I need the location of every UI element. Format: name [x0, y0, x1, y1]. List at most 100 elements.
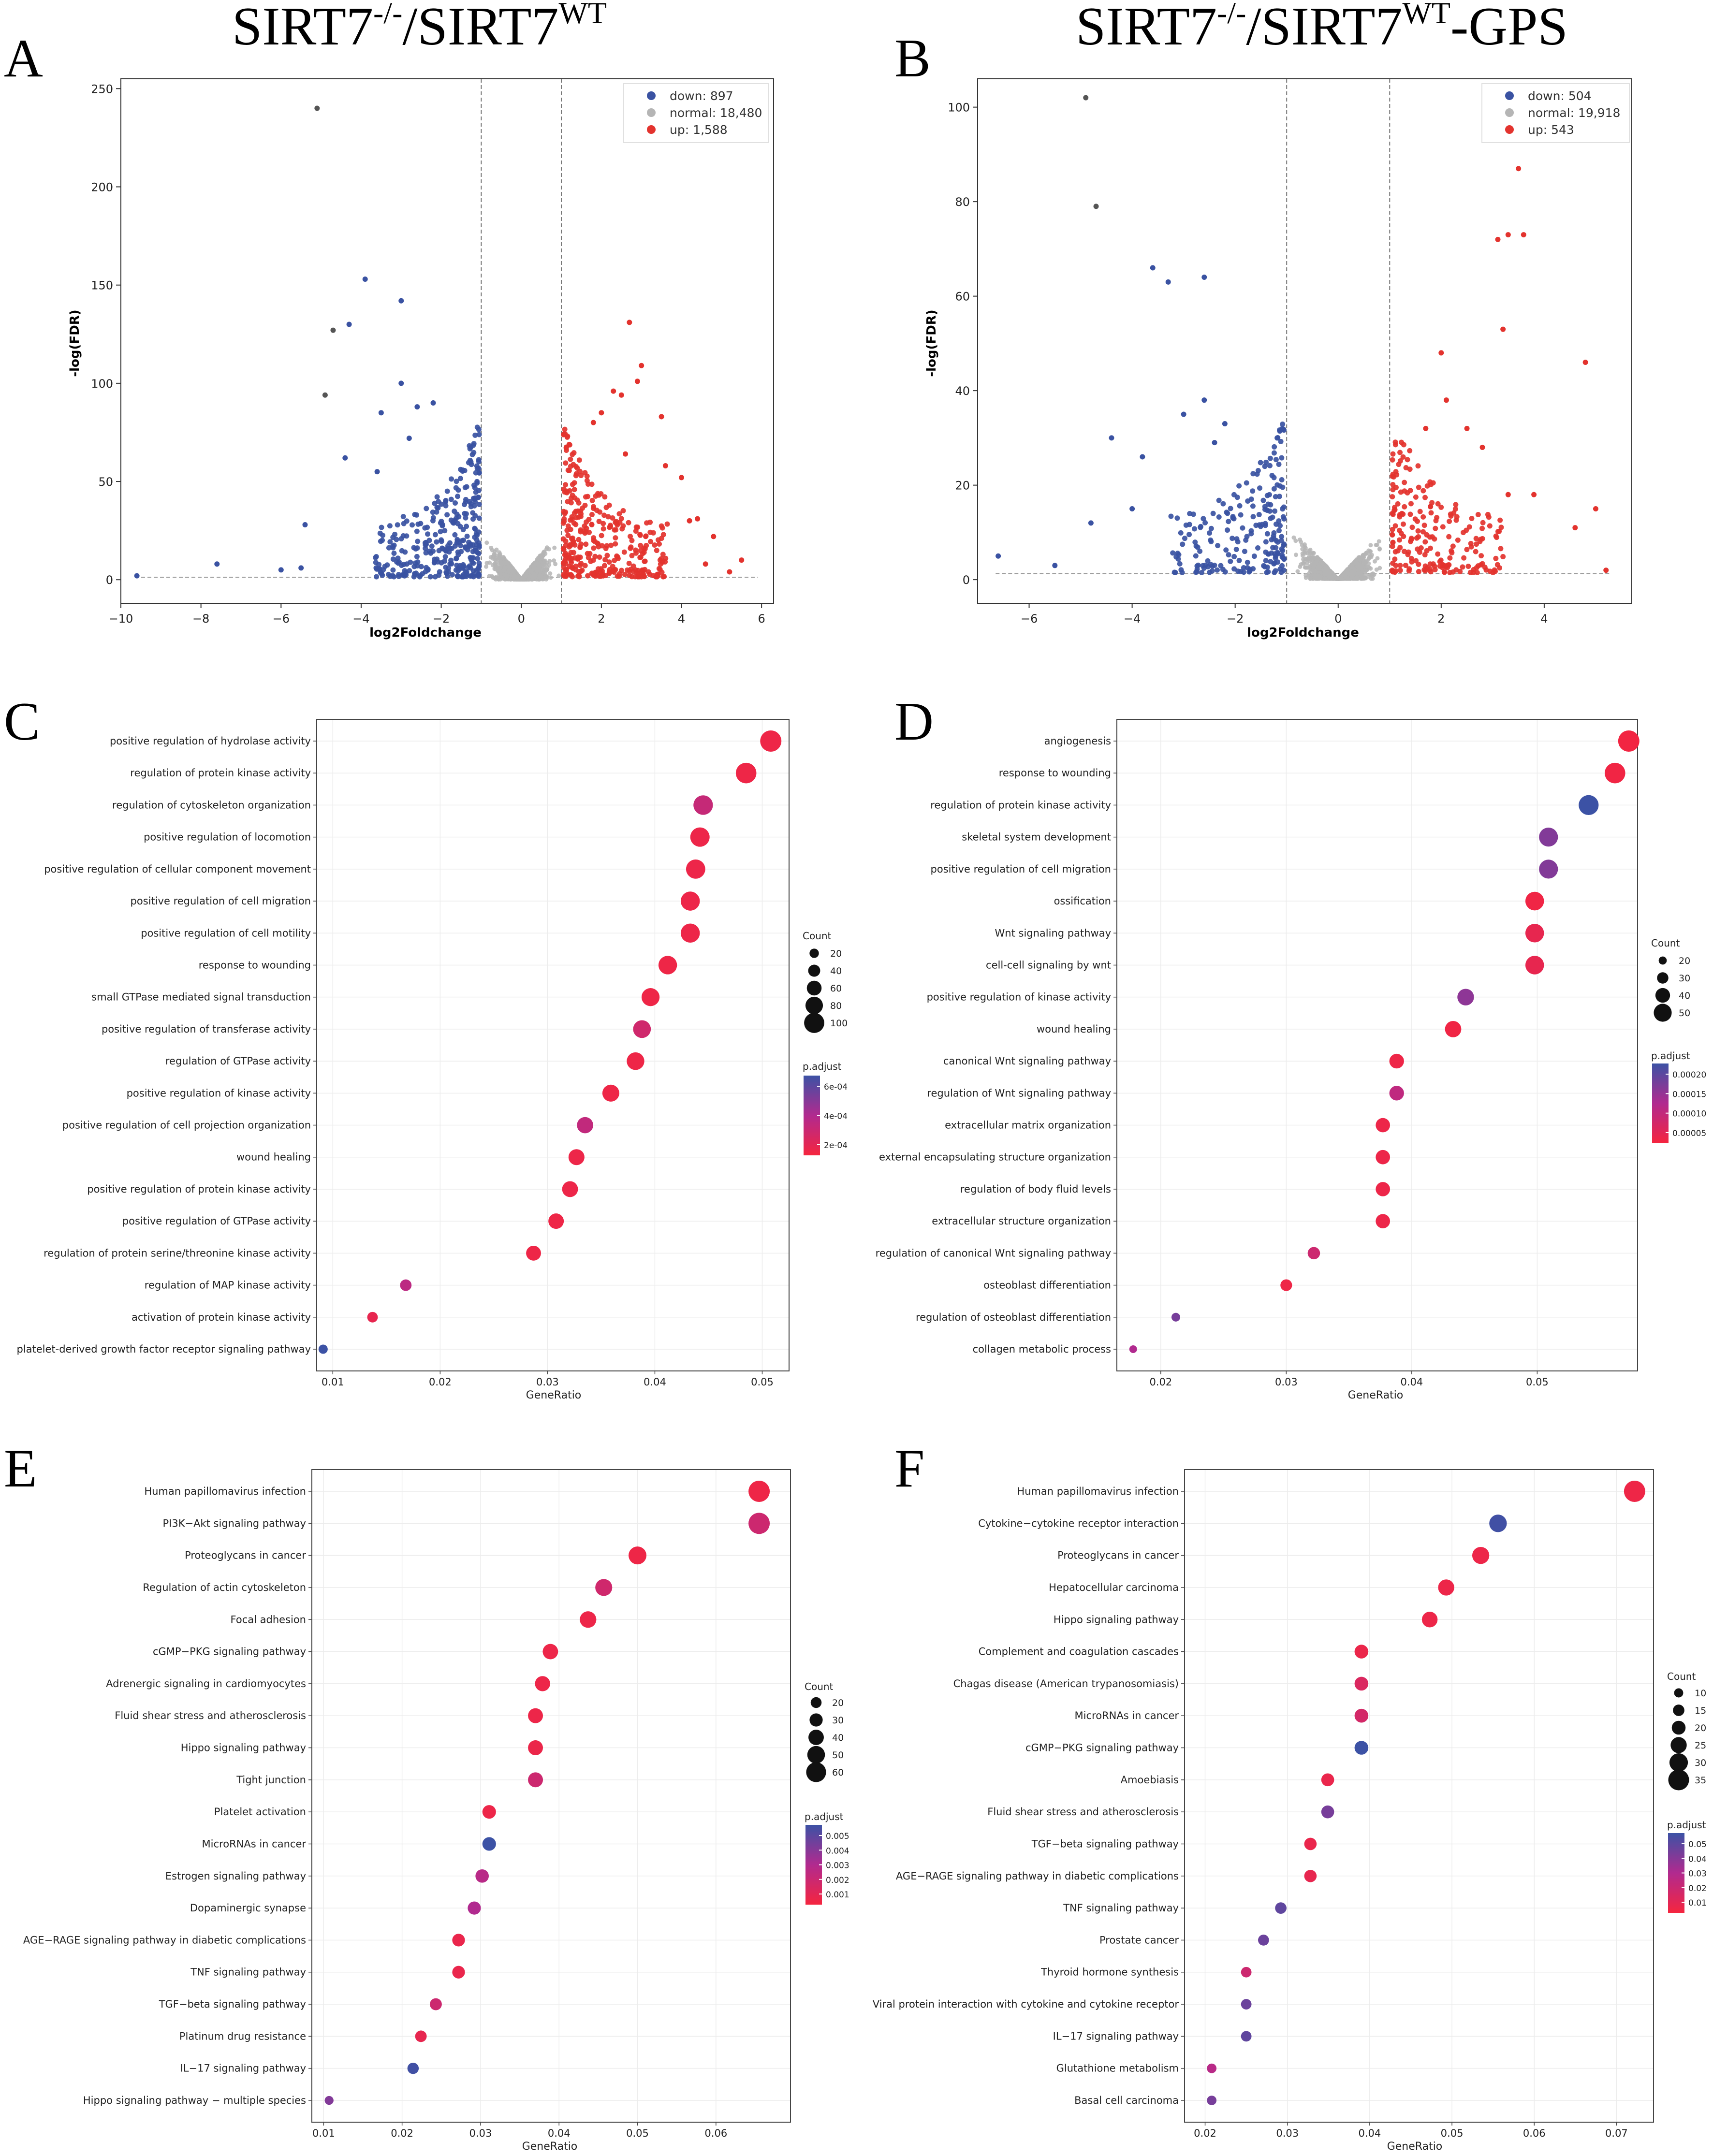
point-up — [1390, 473, 1395, 479]
point-down — [1275, 559, 1281, 565]
point-up — [1422, 563, 1428, 569]
point-normal — [537, 574, 542, 579]
point-up — [1390, 532, 1395, 538]
term-label: Complement and coagulation cascades — [979, 1646, 1179, 1658]
point-up — [656, 541, 662, 547]
color-legend-title-e: p.adjust — [805, 1811, 844, 1822]
point-up — [1397, 450, 1403, 455]
point-down — [378, 410, 384, 416]
point-down — [1088, 520, 1094, 526]
point-up — [563, 542, 569, 548]
point-down — [1264, 493, 1270, 498]
dot-f — [1241, 1967, 1252, 1978]
point-down — [1233, 547, 1239, 553]
point-down — [439, 545, 445, 551]
point-normal — [552, 545, 557, 550]
dot-e — [748, 1481, 770, 1502]
point-up — [1415, 518, 1420, 524]
point-up — [592, 554, 598, 559]
term-label: Platelet activation — [214, 1806, 306, 1818]
point-up — [620, 508, 626, 513]
point-up — [568, 495, 574, 501]
point-down — [1201, 516, 1206, 522]
x-tick-label: 6 — [758, 612, 765, 626]
point-up — [1408, 537, 1414, 542]
point-down — [1192, 526, 1198, 532]
point-down — [460, 565, 466, 571]
point-normal — [511, 569, 516, 574]
point-down — [302, 522, 308, 527]
point-down — [1272, 444, 1277, 450]
dot-d — [1389, 1053, 1404, 1069]
point-normal — [547, 559, 552, 564]
point-down — [465, 547, 470, 553]
point-up — [1497, 565, 1503, 571]
size-legend-title-d: Count — [1651, 937, 1680, 949]
legend-a-normal-marker — [647, 108, 656, 117]
point-up — [1390, 568, 1395, 574]
point-down — [1262, 564, 1268, 569]
term-label: cGMP−PKG signaling pathway — [1025, 1742, 1179, 1754]
dot-c — [690, 827, 710, 847]
point-up — [1450, 543, 1456, 549]
point-down — [1279, 546, 1285, 552]
dot-e — [528, 1708, 543, 1723]
term-label: cGMP−PKG signaling pathway — [153, 1646, 306, 1658]
size-legend-label: 60 — [830, 983, 842, 994]
point-down — [1263, 558, 1269, 564]
point-down — [1216, 514, 1222, 520]
y-tick-label: 100 — [91, 377, 113, 391]
point-normal — [556, 573, 561, 578]
x-tick-label: 0.03 — [469, 2127, 492, 2139]
x-tick-label: 0.04 — [548, 2127, 571, 2139]
point-down — [418, 521, 424, 526]
term-label: Chagas disease (American trypanosomiasis… — [953, 1678, 1179, 1690]
y-tick-label: 250 — [91, 82, 113, 96]
point-normal — [1372, 572, 1376, 577]
y-tick-label: 50 — [98, 475, 113, 489]
term-label: response to wounding — [999, 767, 1111, 779]
point-down — [1171, 569, 1177, 575]
point-normal — [1346, 568, 1350, 572]
y-tick-label: 20 — [955, 479, 970, 493]
point-down — [1250, 503, 1256, 509]
point-normal — [541, 567, 545, 571]
point-down — [470, 560, 476, 566]
point-up — [591, 504, 597, 510]
point-up — [571, 487, 577, 493]
point-up — [589, 497, 595, 503]
point-up — [637, 532, 643, 538]
color-legend-title-c: p.adjust — [803, 1061, 842, 1072]
point-up — [1498, 546, 1504, 552]
point-normal — [492, 553, 497, 557]
point-up — [1392, 523, 1398, 529]
point-up — [564, 490, 570, 495]
point-normal — [535, 557, 540, 562]
point-normal — [1368, 543, 1373, 548]
point-down — [1109, 435, 1114, 441]
point-up — [1422, 552, 1428, 558]
point-down — [476, 515, 482, 521]
point-down — [1214, 567, 1220, 573]
point-up — [1438, 557, 1444, 563]
x-tick-label: −2 — [1227, 612, 1244, 626]
point-normal — [484, 540, 489, 545]
point-down — [476, 426, 482, 432]
point-down — [1195, 544, 1201, 550]
legend-b-up: up: 543 — [1528, 123, 1574, 137]
ylabel-a: -log(FDR) — [68, 309, 82, 377]
point-down — [1255, 545, 1261, 551]
point-up — [1447, 569, 1453, 575]
point-down — [443, 503, 449, 509]
title-a-sup2: WT — [558, 0, 607, 30]
point-normal — [494, 547, 499, 552]
point-down — [1181, 411, 1186, 417]
term-label: regulation of canonical Wnt signaling pa… — [876, 1247, 1111, 1259]
point-up — [582, 563, 588, 568]
point-up — [1493, 555, 1499, 561]
point-up — [1443, 397, 1449, 403]
point-down — [1220, 501, 1226, 507]
point-down — [1276, 461, 1282, 467]
point-down — [1250, 514, 1256, 520]
point-down — [1279, 534, 1285, 539]
